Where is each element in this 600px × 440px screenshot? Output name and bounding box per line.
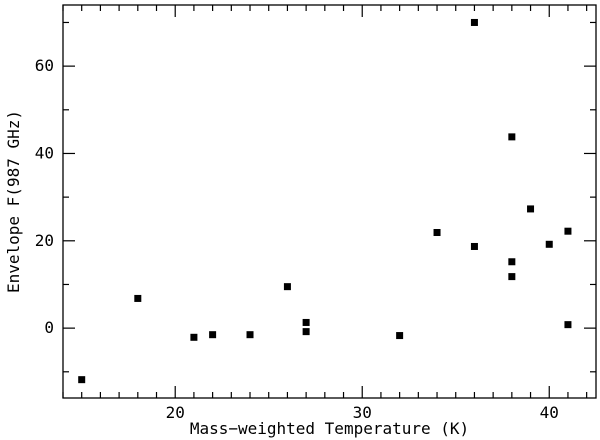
data-point: [209, 331, 217, 339]
tick-labels-layer: 20 30 40 0 20 40 60: [35, 56, 559, 422]
data-point: [302, 328, 310, 336]
data-point: [283, 283, 291, 291]
plot-frame: [62, 4, 597, 399]
data-point: [508, 273, 516, 281]
data-points-layer: [78, 18, 572, 384]
x-tick-label: 20: [166, 403, 185, 422]
x-tick-label: 40: [540, 403, 559, 422]
data-point: [433, 229, 441, 237]
y-tick-label: 0: [44, 318, 54, 337]
data-point: [302, 318, 310, 326]
y-tick-label: 40: [35, 143, 54, 162]
data-point: [508, 133, 516, 141]
y-tick-label: 20: [35, 231, 54, 250]
data-point: [470, 18, 478, 26]
y-tick-label: 60: [35, 56, 54, 75]
data-point: [545, 240, 553, 248]
data-point: [134, 294, 142, 302]
x-tick-label: 30: [353, 403, 372, 422]
data-point: [470, 242, 478, 250]
data-point: [190, 333, 198, 341]
data-point: [564, 227, 572, 235]
x-axis-label: Mass−weighted Temperature (K): [190, 419, 469, 438]
ticks-layer: [62, 5, 596, 398]
data-point: [246, 331, 254, 339]
data-point: [564, 321, 572, 329]
y-axis-label: Envelope F(987 GHz): [4, 110, 23, 293]
data-point: [78, 376, 86, 384]
data-point: [527, 205, 535, 213]
data-point: [396, 332, 404, 340]
data-point: [508, 258, 516, 266]
